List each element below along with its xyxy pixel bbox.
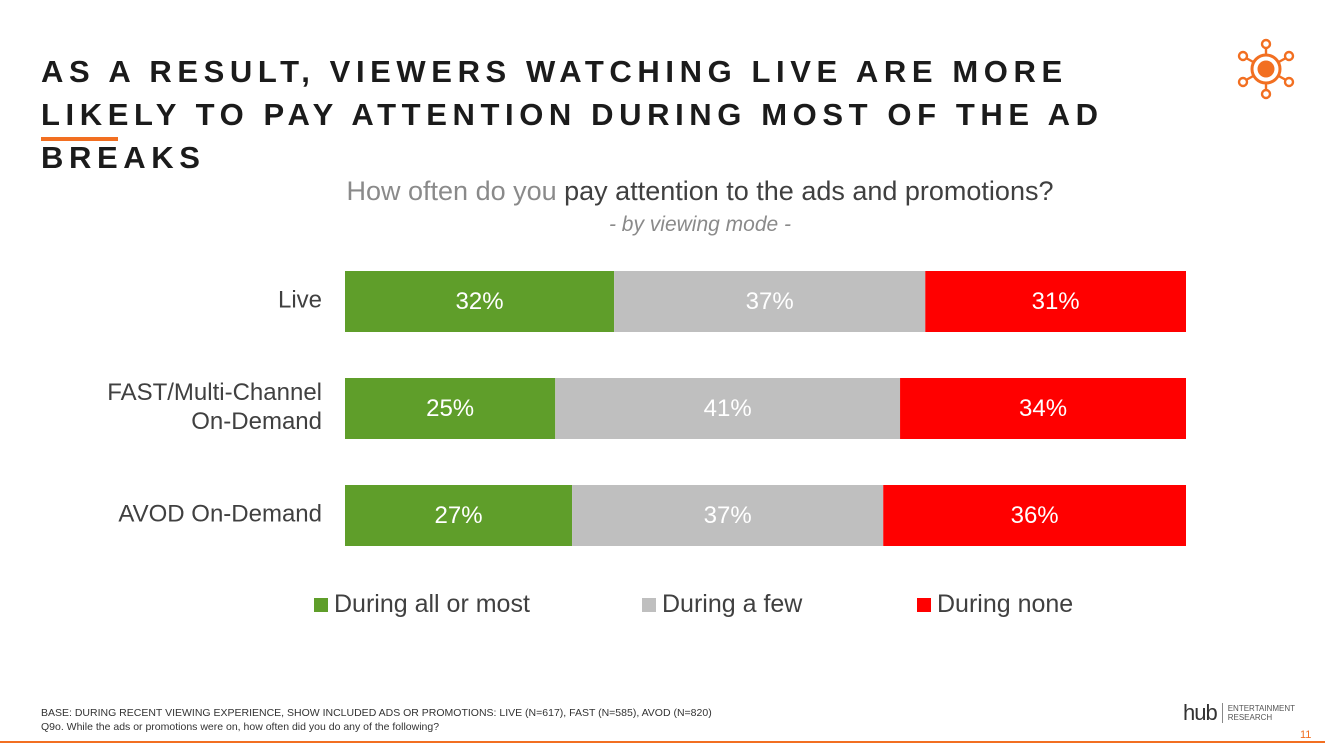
sun-network-icon: [1237, 38, 1295, 100]
page-number: 11: [1300, 729, 1312, 741]
footnote-base: BASE: DURING RECENT VIEWING EXPERIENCE, …: [41, 707, 712, 719]
data-label: 34%: [1019, 395, 1067, 422]
category-label-line: AVOD On-Demand: [118, 501, 322, 528]
bar-segment: [345, 271, 615, 332]
category-label-line: Live: [278, 287, 322, 314]
legend-item: During none: [917, 590, 1073, 619]
title-underline: [41, 137, 118, 141]
category-label: FAST/Multi-Channel On-Demand: [107, 379, 322, 435]
bar-segment: [572, 485, 884, 546]
bar-segment: [883, 485, 1186, 546]
data-label: 31%: [1032, 288, 1080, 315]
legend-item: During all or most: [314, 590, 530, 619]
data-label: 37%: [746, 288, 794, 315]
data-label: 25%: [426, 395, 474, 422]
data-label: 36%: [1011, 502, 1059, 529]
bar-segment: [345, 378, 556, 439]
bar-segment: [900, 378, 1186, 439]
question-prefix: How often do you: [346, 176, 565, 206]
hub-logo-divider: [1221, 703, 1223, 723]
bar-segment: [925, 271, 1186, 332]
hub-logo-line2: RESEARCH: [1227, 713, 1273, 722]
legend-swatch: [314, 597, 328, 612]
question-emphasis: pay attention to the ads and promotions?: [564, 176, 1054, 206]
legend-label: During all or most: [334, 590, 530, 618]
legend-label: During a few: [662, 590, 803, 618]
data-label: 41%: [704, 395, 752, 422]
data-label: 27%: [435, 502, 483, 529]
bar-segment: [614, 271, 926, 332]
hub-logo-subtitle: ENTERTAINMENT RESEARCH: [1228, 704, 1295, 722]
stacked-bar-chart: Live 32% 37% 31% FAST/Multi-Channel On-Demand…: [107, 271, 1186, 546]
page-title: As a result, viewers watching live are m…: [41, 54, 1104, 175]
hub-logo-word: hub: [1183, 700, 1218, 725]
hub-logo: hub ENTERTAINMENT RESEARCH: [1183, 702, 1295, 724]
category-label: AVOD On-Demand: [118, 501, 322, 528]
legend-swatch: [917, 597, 931, 612]
data-label: 32%: [456, 288, 504, 315]
category-label-line: FAST/Multi-Channel: [107, 379, 322, 406]
legend-label: During none: [937, 590, 1074, 618]
chart-subtitle: - by viewing mode -: [608, 213, 792, 236]
legend-swatch: [642, 597, 656, 612]
bar-segment: [555, 378, 901, 439]
hub-logo-line1: ENTERTAINMENT: [1227, 704, 1295, 713]
chart-legend: During all or most During a few During non…: [0, 590, 1325, 622]
legend-item: During a few: [642, 590, 802, 619]
data-label: 37%: [704, 502, 752, 529]
category-label: Live: [278, 287, 322, 314]
category-label-line: On-Demand: [191, 408, 322, 435]
chart-question: How often do you pay attention to the ad…: [0, 176, 1325, 207]
footnote-question: Q9o. While the ads or promotions were on…: [41, 721, 440, 733]
bar-segment: [345, 485, 573, 546]
bottom-rule: [0, 741, 1325, 743]
